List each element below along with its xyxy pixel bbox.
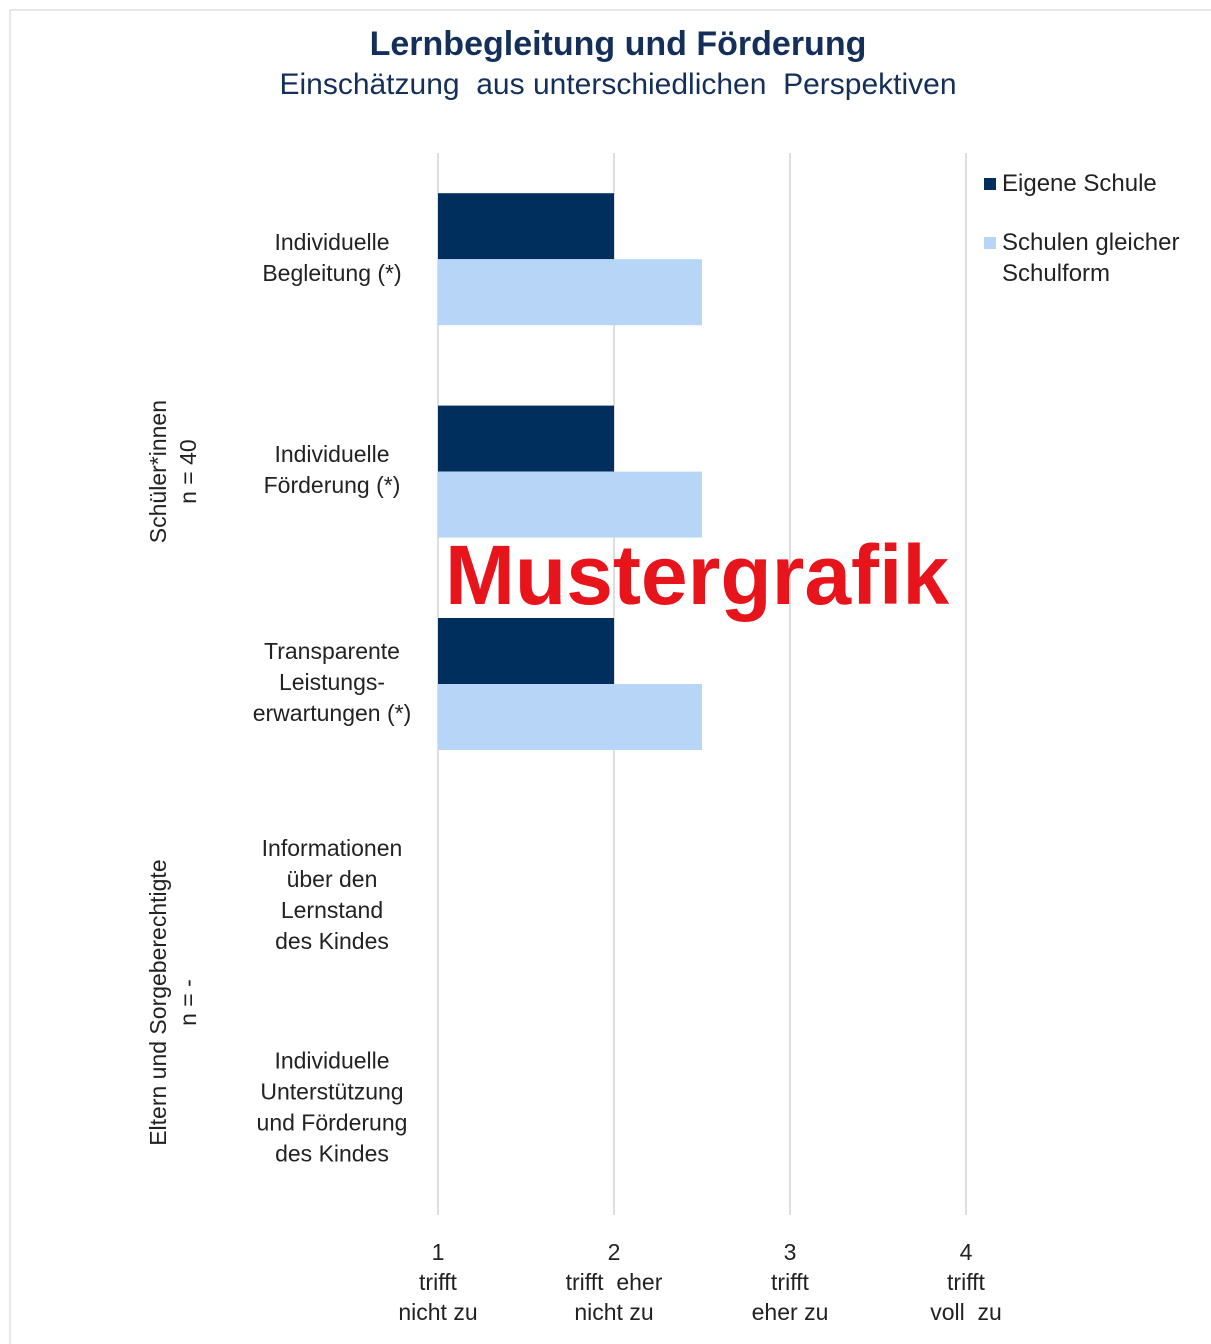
group-label: Schüler*innen n = 40 <box>145 400 201 543</box>
y-tick-label: Individuelle Förderung (*) <box>264 441 401 498</box>
bar <box>438 193 614 260</box>
legend: Eigene Schule Schulen gleicher Schulform <box>984 168 1209 317</box>
legend-swatch <box>984 237 996 249</box>
legend-swatch <box>984 178 996 190</box>
legend-item: Schulen gleicher Schulform <box>984 227 1209 289</box>
bar <box>438 405 614 472</box>
y-tick-label: Individuelle Begleitung (*) <box>262 229 401 286</box>
chart-subtitle: Einschätzung aus unterschiedlichen Persp… <box>279 68 956 101</box>
bar <box>438 684 702 750</box>
x-tick-label: 2 trifft eher nicht zu <box>566 1239 663 1325</box>
watermark: Mustergrafik <box>445 528 949 622</box>
legend-item: Eigene Schule <box>984 168 1209 199</box>
x-tick-label: 1 trifft nicht zu <box>398 1239 477 1325</box>
bar <box>438 618 614 684</box>
group-label: Eltern und Sorgeberechtigte n = - <box>145 859 201 1145</box>
legend-label: Eigene Schule <box>1002 170 1157 197</box>
group-label-text: Eltern und Sorgeberechtigte n = - <box>145 859 201 1145</box>
legend-label: Schulen gleicher Schulform <box>1002 229 1180 287</box>
y-tick-label: Individuelle Unterstützung und Förderung de… <box>257 1047 408 1166</box>
bar <box>438 471 702 538</box>
x-tick-label: 3 trifft eher zu <box>752 1239 829 1325</box>
frame <box>9 9 1211 1344</box>
y-tick-label: Informationen über den Lernstand des Kindes <box>262 835 403 954</box>
x-tick-label: 4 trifft voll zu <box>930 1239 1002 1325</box>
group-label-text: Schüler*innen n = 40 <box>145 400 201 543</box>
y-tick-label: Transparente Leistungs-erwartungen (*) <box>253 638 412 726</box>
chart-title: Lernbegleitung und Förderung <box>370 25 867 63</box>
bar <box>438 259 702 326</box>
